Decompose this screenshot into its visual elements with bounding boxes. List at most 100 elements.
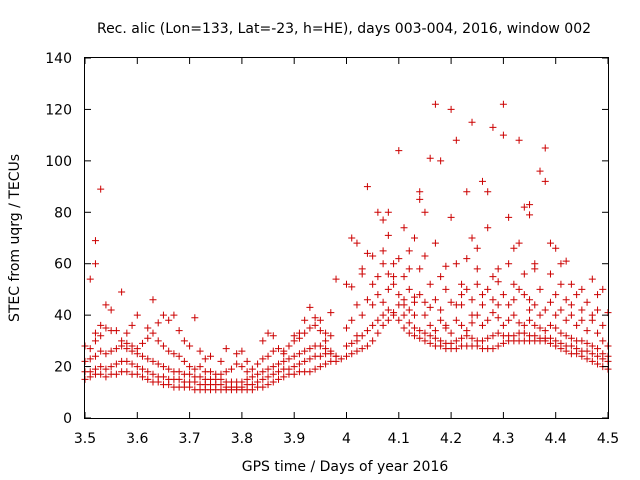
data-point [374,273,382,281]
data-point [154,360,162,368]
data-point [327,347,335,355]
data-point [536,167,544,175]
data-point [285,355,293,363]
data-point [489,123,497,131]
data-point [139,365,147,373]
data-point [494,329,502,337]
data-point [149,370,157,378]
data-point [91,352,99,360]
data-point [546,239,554,247]
data-point [442,321,450,329]
data-point [458,301,466,309]
data-point [431,327,439,335]
data-point [541,306,549,314]
data-point [343,352,350,360]
data-point [541,327,549,335]
data-point [552,337,560,345]
data-point [112,370,120,378]
data-point [452,136,460,144]
data-point [97,363,105,371]
data-point [343,280,350,288]
data-point [410,293,418,301]
data-point [374,291,382,299]
data-point [264,329,272,337]
data-point [159,311,167,319]
data-point [358,345,366,353]
data-point [306,345,314,353]
data-point [463,255,471,263]
data-point [264,352,272,360]
data-point [196,347,204,355]
x-tick-label: 4.3 [492,431,514,447]
data-point [405,329,413,337]
data-point [369,252,377,260]
data-point [191,365,199,373]
data-point [505,301,513,309]
data-point [275,345,283,353]
data-point [478,337,486,345]
data-point [557,260,565,268]
data-point [452,345,460,353]
data-point [431,334,439,342]
data-point [426,303,434,311]
data-point [327,332,335,340]
data-point [499,321,507,329]
data-point [426,154,434,162]
data-point [259,337,267,345]
data-point [431,296,439,304]
data-point [86,345,94,353]
data-point [578,306,586,314]
data-point [107,306,115,314]
data-point [149,296,157,304]
data-point [463,188,471,196]
data-point [165,365,173,373]
data-point [526,296,534,304]
data-point [447,105,455,113]
data-point [531,332,539,340]
x-tick-label: 4.1 [388,431,410,447]
data-point [536,311,544,319]
data-point [447,339,455,347]
data-point [583,355,591,363]
x-tick-label: 3.6 [126,431,148,447]
data-point [395,255,403,263]
data-point [400,296,408,304]
data-point [128,321,136,329]
data-point [128,360,136,368]
data-point [531,260,539,268]
data-point [332,352,340,360]
data-point [473,265,481,273]
data-point [97,185,105,193]
data-point [91,365,99,373]
data-point [233,350,241,358]
data-point [332,275,340,283]
y-tick-label: 140 [45,51,72,67]
data-point [594,306,602,314]
data-point [567,280,575,288]
data-point [468,118,476,126]
data-point [473,244,481,252]
data-point [118,288,126,296]
data-point [248,373,256,381]
data-point [541,177,549,185]
data-point [348,283,356,291]
data-point [374,208,382,216]
data-point [499,131,507,139]
data-point [311,365,319,373]
data-point [379,311,387,319]
data-point [139,373,147,381]
data-point [133,370,141,378]
data-point [421,329,429,337]
data-point [478,321,486,329]
data-point [421,337,429,345]
data-point [484,188,492,196]
data-point [196,363,204,371]
data-point [306,355,314,363]
data-point [186,363,194,371]
data-point [541,144,549,152]
axis-tick-labels: 3.5 3.6 3.7 3.8 3.9 4 4.1 4.2 4.3 4.4 4.5 0 20 40 60 80… [45,51,619,447]
data-point [280,373,288,381]
data-point [269,370,277,378]
data-point [196,373,204,381]
